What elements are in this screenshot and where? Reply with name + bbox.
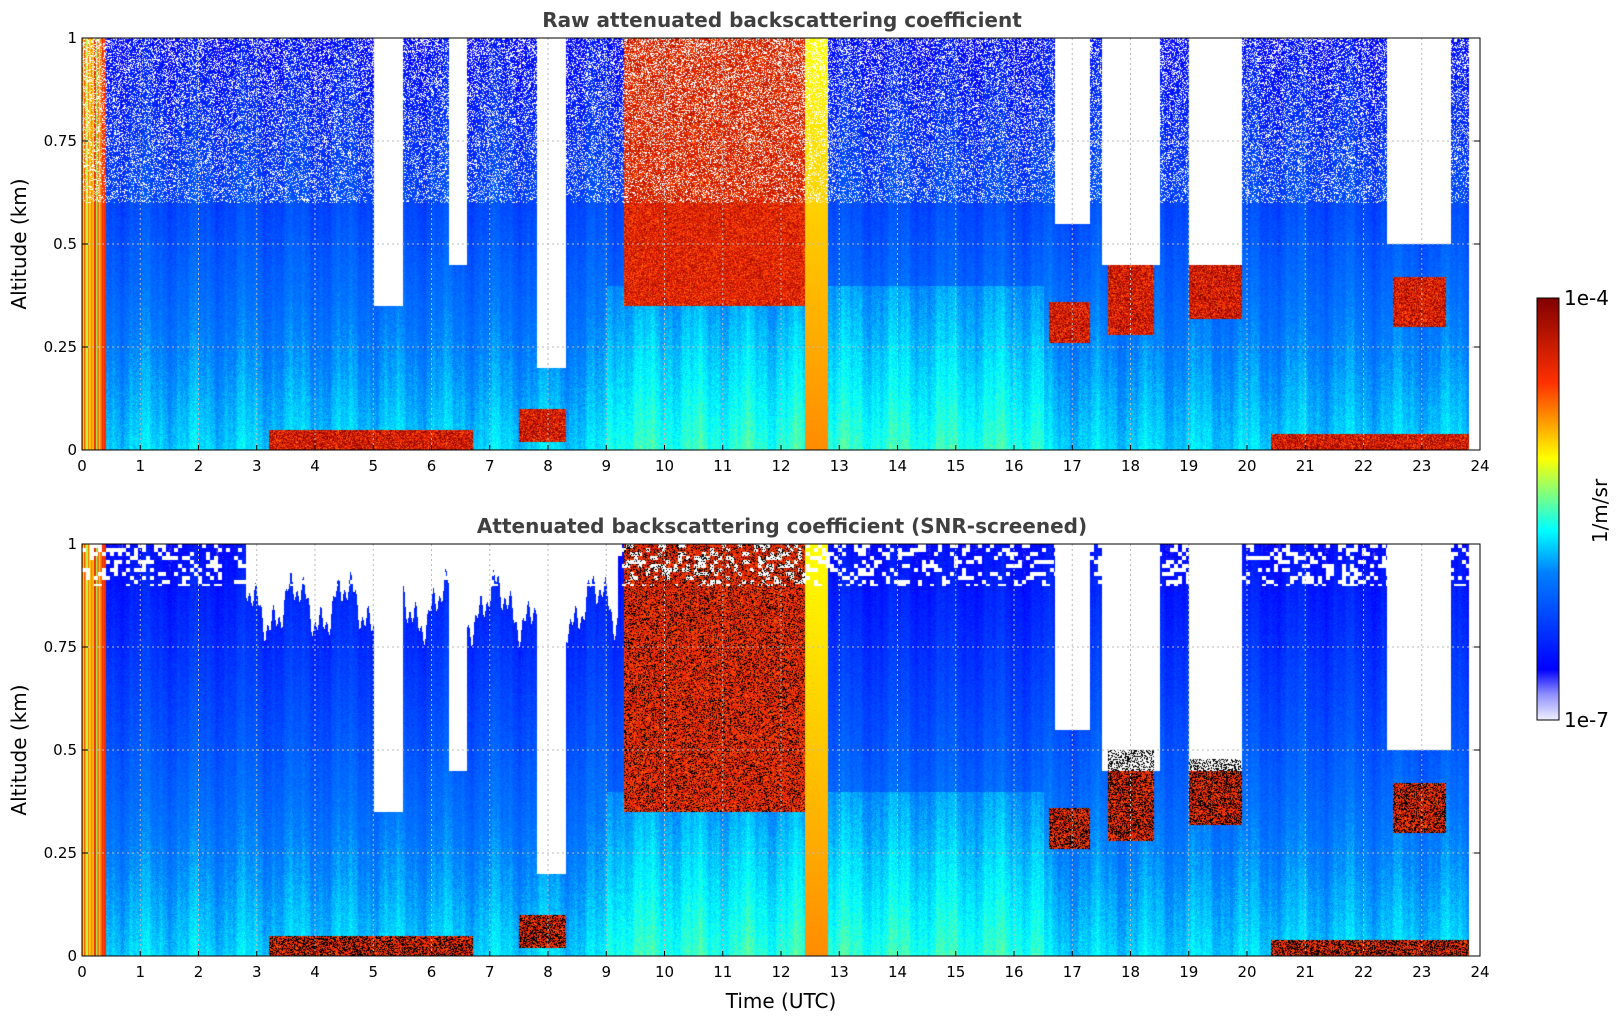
x-tick-label: 21 xyxy=(1296,963,1315,981)
x-axis-label: Time (UTC) xyxy=(725,989,837,1013)
panel-title: Attenuated backscattering coefficient (S… xyxy=(477,514,1087,538)
x-tick-label: 12 xyxy=(771,963,790,981)
x-tick-label: 5 xyxy=(368,457,378,475)
gridlines xyxy=(82,38,1480,450)
y-tick-label: 0.5 xyxy=(53,235,77,253)
y-tick-label: 0.75 xyxy=(44,132,77,150)
x-tick-label: 0 xyxy=(77,457,87,475)
x-tick-label: 7 xyxy=(485,457,495,475)
x-tick-label: 2 xyxy=(194,457,204,475)
x-tick-label: 13 xyxy=(830,457,849,475)
x-tick-label: 17 xyxy=(1063,457,1082,475)
gridlines xyxy=(82,544,1480,956)
x-tick-label: 21 xyxy=(1296,457,1315,475)
x-tick-label: 8 xyxy=(543,457,553,475)
colorbar-max-label: 1e-4 xyxy=(1564,286,1609,310)
x-tick-label: 14 xyxy=(888,457,907,475)
panel-raw: Raw attenuated backscattering coefficien… xyxy=(7,8,1490,475)
x-tick-label: 4 xyxy=(310,963,320,981)
x-tick-label: 19 xyxy=(1179,963,1198,981)
x-tick-label: 9 xyxy=(601,457,611,475)
y-axis: 0 0.25 0.5 0.75 1 xyxy=(44,535,1480,965)
x-tick-label: 14 xyxy=(888,963,907,981)
y-tick-label: 1 xyxy=(67,535,77,553)
colorbar: 1e-4 1e-7 1/m/sr xyxy=(1536,286,1612,732)
x-tick-label: 15 xyxy=(946,457,965,475)
y-tick-label: 0.25 xyxy=(44,844,77,862)
x-tick-label: 2 xyxy=(194,963,204,981)
x-tick-label: 24 xyxy=(1470,963,1489,981)
x-tick-label: 0 xyxy=(77,963,87,981)
x-axis: 0 1 2 3 4 5 6 7 8 9 10 11 12 13 14 15 16 17 18 19 20 21 22 23 24 xyxy=(77,445,1490,475)
x-tick-label: 23 xyxy=(1412,963,1431,981)
x-tick-label: 10 xyxy=(655,457,674,475)
y-tick-label: 0.75 xyxy=(44,638,77,656)
x-tick-label: 10 xyxy=(655,963,674,981)
y-tick-label: 0.25 xyxy=(44,338,77,356)
x-tick-label: 6 xyxy=(427,963,437,981)
x-tick-label: 22 xyxy=(1354,963,1373,981)
x-tick-label: 3 xyxy=(252,457,262,475)
y-tick-label: 0 xyxy=(67,947,77,965)
y-axis: 0 0.25 0.5 0.75 1 xyxy=(44,29,1480,459)
x-tick-label: 7 xyxy=(485,963,495,981)
y-tick-label: 0.5 xyxy=(53,741,77,759)
panel-screened: Attenuated backscattering coefficient (S… xyxy=(7,514,1490,1013)
x-tick-label: 19 xyxy=(1179,457,1198,475)
x-tick-label: 1 xyxy=(135,457,145,475)
x-tick-label: 16 xyxy=(1004,963,1023,981)
x-axis: 0 1 2 3 4 5 6 7 8 9 10 11 12 13 14 15 16 17 18 19 20 21 22 23 24 xyxy=(77,951,1490,981)
x-tick-label: 11 xyxy=(713,457,732,475)
y-axis-label: Altitude (km) xyxy=(7,684,31,815)
x-tick-label: 6 xyxy=(427,457,437,475)
colorbar-min-label: 1e-7 xyxy=(1564,708,1609,732)
x-tick-label: 1 xyxy=(135,963,145,981)
panel-title: Raw attenuated backscattering coefficien… xyxy=(542,8,1022,32)
x-tick-label: 23 xyxy=(1412,457,1431,475)
x-tick-label: 18 xyxy=(1121,457,1140,475)
x-tick-label: 5 xyxy=(368,963,378,981)
colorbar-gradient xyxy=(1536,297,1560,721)
y-axis-label: Altitude (km) xyxy=(7,178,31,309)
y-tick-label: 1 xyxy=(67,29,77,47)
x-tick-label: 11 xyxy=(713,963,732,981)
x-tick-label: 12 xyxy=(771,457,790,475)
x-tick-label: 13 xyxy=(830,963,849,981)
x-tick-label: 20 xyxy=(1237,963,1256,981)
x-tick-label: 16 xyxy=(1004,457,1023,475)
x-tick-label: 9 xyxy=(601,963,611,981)
x-tick-label: 15 xyxy=(946,963,965,981)
x-tick-label: 20 xyxy=(1237,457,1256,475)
x-tick-label: 24 xyxy=(1470,457,1489,475)
y-tick-label: 0 xyxy=(67,441,77,459)
x-tick-label: 8 xyxy=(543,963,553,981)
x-tick-label: 4 xyxy=(310,457,320,475)
x-tick-label: 3 xyxy=(252,963,262,981)
x-tick-label: 22 xyxy=(1354,457,1373,475)
colorbar-label: 1/m/sr xyxy=(1588,478,1612,543)
x-tick-label: 18 xyxy=(1121,963,1140,981)
x-tick-label: 17 xyxy=(1063,963,1082,981)
